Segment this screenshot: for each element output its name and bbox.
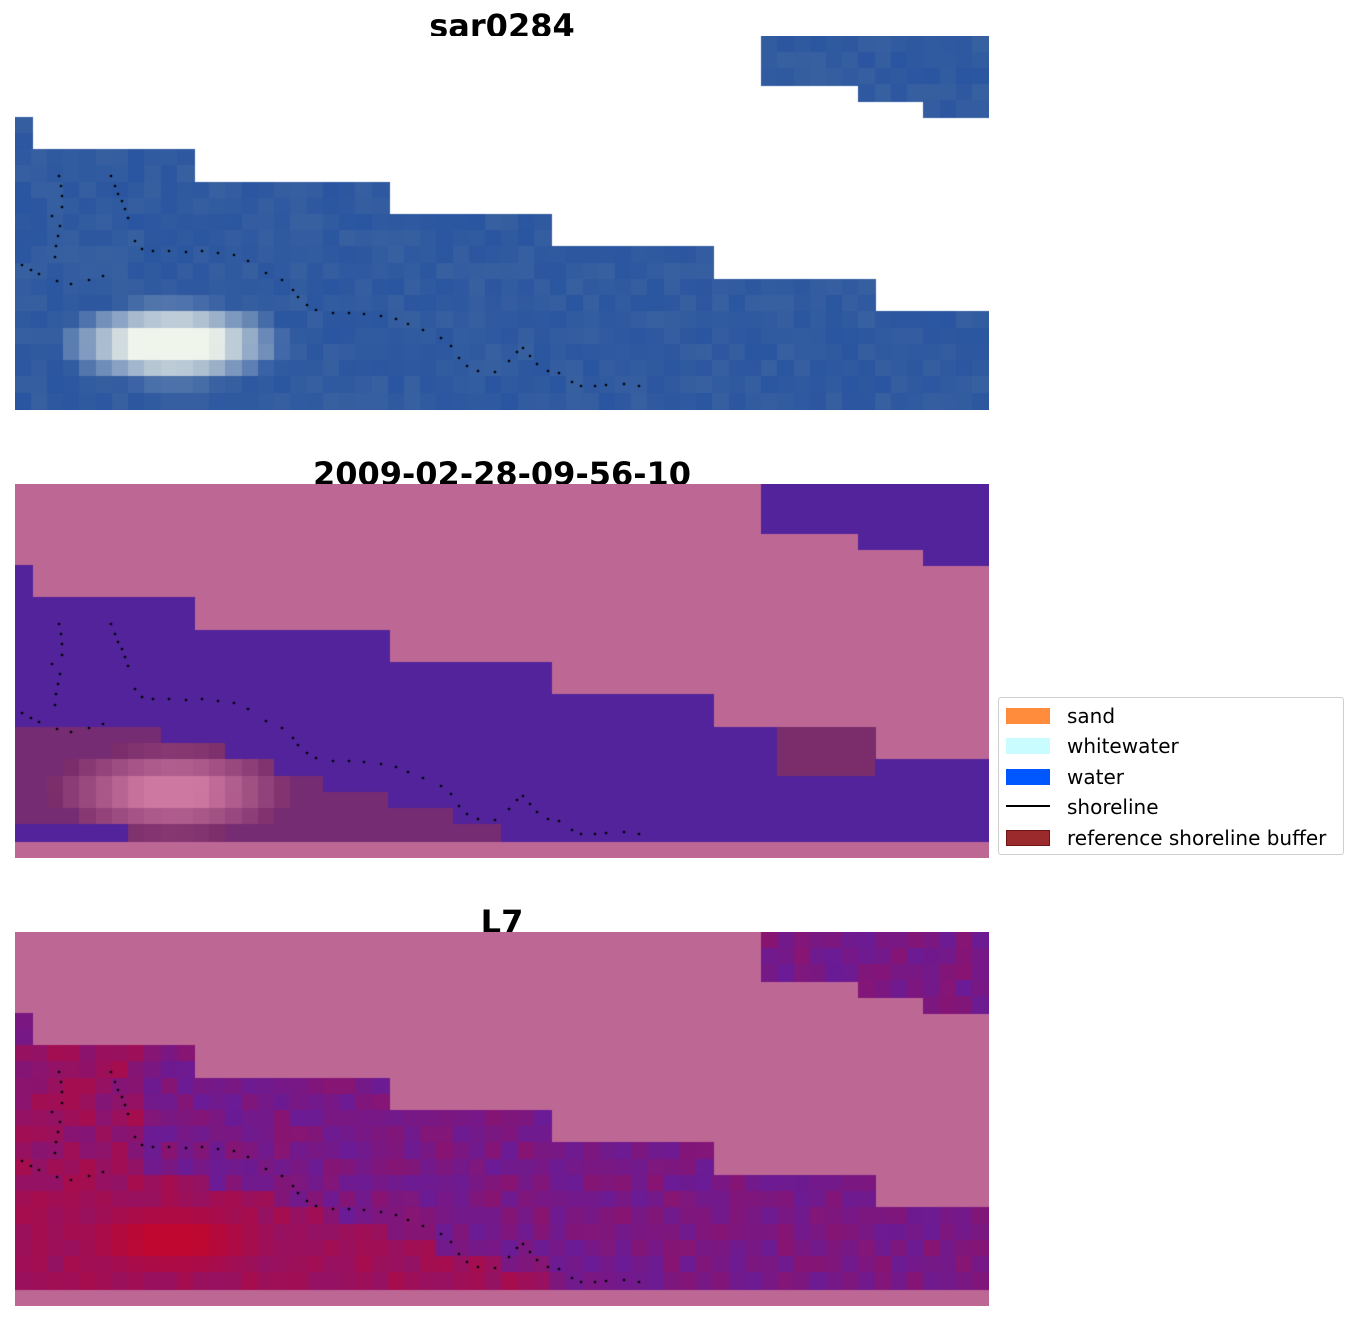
legend-item-reference-buffer: reference shoreline buffer: [1006, 826, 1343, 856]
classified-image: [15, 484, 989, 858]
legend-label-shoreline: shoreline: [1067, 795, 1159, 820]
legend-line-shoreline: [1006, 805, 1050, 808]
legend-label-water: water: [1067, 764, 1124, 789]
legend-label-whitewater: whitewater: [1067, 734, 1179, 759]
legend-swatch-water: [1006, 768, 1050, 785]
rgb-satellite-image: [15, 36, 989, 410]
legend: sand whitewater water shoreline referenc…: [998, 697, 1344, 855]
legend-label-reference-buffer: reference shoreline buffer: [1067, 825, 1327, 850]
legend-item-water: water: [1006, 765, 1343, 795]
legend-swatch-whitewater: [1006, 738, 1050, 755]
legend-item-sand: sand: [1006, 704, 1343, 734]
legend-swatch-sand: [1006, 708, 1050, 724]
index-image: [15, 932, 989, 1306]
legend-swatch-reference-buffer: [1006, 829, 1050, 846]
legend-label-sand: sand: [1067, 704, 1116, 728]
legend-item-whitewater: whitewater: [1006, 734, 1343, 764]
legend-item-shoreline: shoreline: [1006, 795, 1343, 825]
